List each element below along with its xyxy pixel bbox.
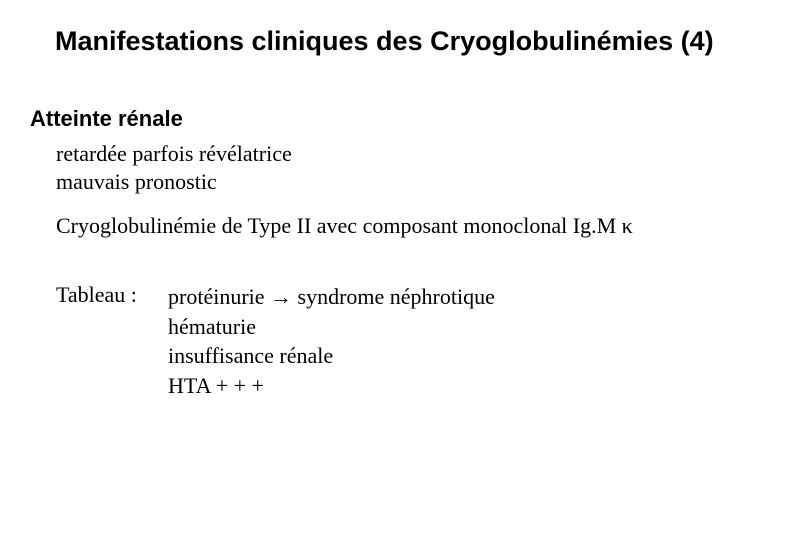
slide-title: Manifestations cliniques des Cryoglobuli… [55, 26, 714, 57]
body-line-2: mauvais pronostic [56, 168, 217, 196]
tableau-item-1: hématurie [168, 312, 495, 342]
body-line-1: retardée parfois révélatrice [56, 140, 292, 168]
tableau-item-2: insuffisance rénale [168, 341, 495, 371]
tableau-item-3: HTA + + + [168, 371, 495, 401]
body-line-3: Cryoglobulinémie de Type II avec composa… [56, 212, 633, 240]
tableau-item-0: protéinurie → syndrome néphrotique [168, 282, 495, 312]
tableau-items: protéinurie → syndrome néphrotique hémat… [168, 282, 495, 401]
tableau-label: Tableau : [56, 282, 137, 308]
section-heading: Atteinte rénale [30, 106, 183, 132]
slide: Manifestations cliniques des Cryoglobuli… [0, 0, 810, 540]
